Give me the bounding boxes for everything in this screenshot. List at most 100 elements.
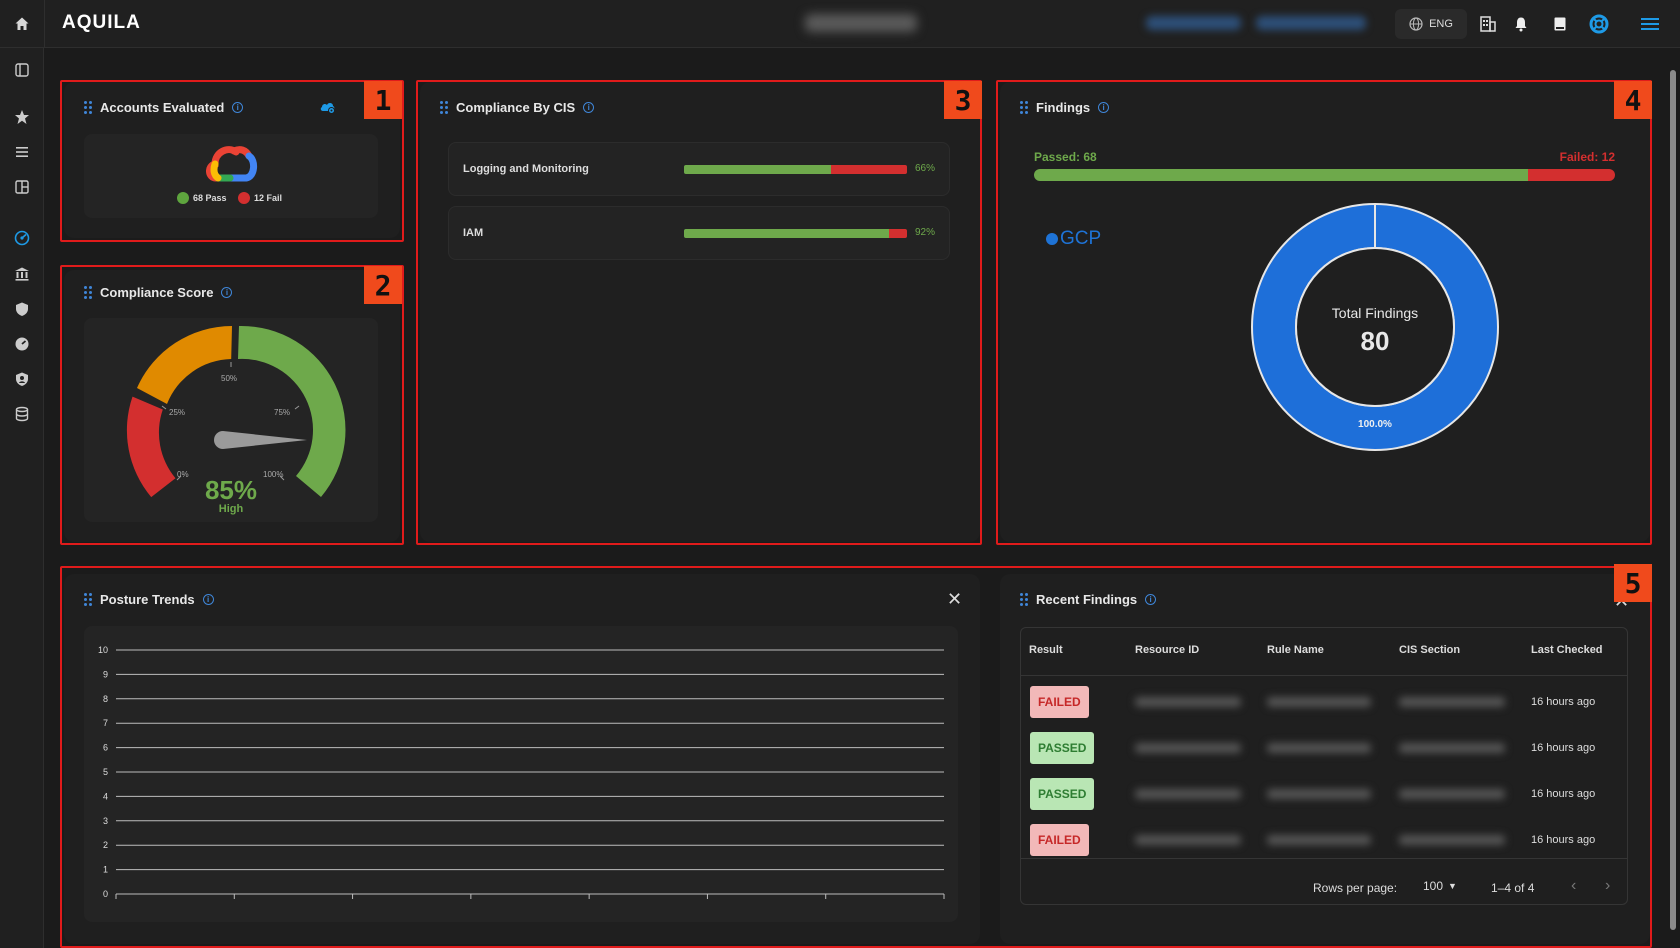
language-selector[interactable]: ENG xyxy=(1395,9,1467,39)
info-icon[interactable]: i xyxy=(1145,594,1157,605)
posture-trends-chart: 0 1 2 3 4 5 6 7 8 9 10 xyxy=(98,645,945,899)
drag-handle-icon[interactable] xyxy=(1020,101,1028,114)
book-icon[interactable] xyxy=(1550,14,1570,34)
compliance-by-cis-header: Compliance By CIS i xyxy=(440,100,595,115)
cis-row-label: IAM xyxy=(463,227,484,239)
support-icon[interactable] xyxy=(1589,14,1609,34)
top-bar: AQUILA ENG xyxy=(0,0,1680,48)
resource-id-cell xyxy=(1135,743,1241,753)
layout-icon[interactable] xyxy=(12,177,32,197)
menu-icon[interactable] xyxy=(1640,14,1660,34)
table-row[interactable]: PASSED 16 hours ago xyxy=(1021,725,1627,771)
info-icon[interactable]: i xyxy=(583,102,595,113)
posture-trends-title: Posture Trends xyxy=(100,592,195,607)
database-icon[interactable] xyxy=(12,404,32,424)
table-row[interactable]: FAILED 16 hours ago xyxy=(1021,817,1627,863)
findings-legend-gcp[interactable]: GCP xyxy=(1046,228,1101,250)
gauge-tick-25: 25% xyxy=(169,408,186,417)
gauge-tick-100: 100% xyxy=(263,470,284,479)
recent-findings-header: Recent Findings i xyxy=(1020,592,1157,607)
building-icon[interactable] xyxy=(1478,14,1498,34)
drag-handle-icon[interactable] xyxy=(84,286,92,299)
dashboard-gauge-icon[interactable] xyxy=(12,228,32,248)
y-tick-label: 8 xyxy=(103,694,108,704)
next-page-icon[interactable]: › xyxy=(1605,877,1611,894)
user-shield-icon[interactable] xyxy=(12,369,32,389)
cis-pass-fill xyxy=(684,229,890,238)
gauge-tick-50: 50% xyxy=(221,374,238,383)
column-header-rule-name[interactable]: Rule Name xyxy=(1267,644,1324,656)
info-icon[interactable]: i xyxy=(202,594,214,605)
compliance-score-level: High xyxy=(218,503,244,515)
bank-icon[interactable] xyxy=(12,264,32,284)
info-icon[interactable]: i xyxy=(221,287,233,298)
resource-id-cell xyxy=(1135,835,1241,845)
gauge-red-segment xyxy=(126,396,176,498)
fail-dot xyxy=(238,192,250,204)
google-cloud-logo xyxy=(206,140,258,187)
annotation-box xyxy=(60,566,1652,948)
info-icon[interactable]: i xyxy=(232,102,244,113)
bell-icon[interactable] xyxy=(1511,14,1531,34)
app-logo[interactable]: AQUILA xyxy=(62,12,141,33)
speedometer-icon[interactable] xyxy=(12,334,32,354)
scrollbar-thumb[interactable] xyxy=(1670,70,1676,930)
info-icon[interactable]: i xyxy=(1098,102,1110,113)
blurred-chip[interactable] xyxy=(1256,16,1366,30)
drag-handle-icon[interactable] xyxy=(440,101,448,114)
recent-findings-title: Recent Findings xyxy=(1036,592,1138,607)
last-checked-cell: 16 hours ago xyxy=(1531,696,1596,708)
cis-row[interactable]: IAM 92% xyxy=(448,206,950,260)
gcp-legend-dot xyxy=(1046,233,1058,245)
prev-page-icon[interactable]: ‹ xyxy=(1571,877,1577,894)
y-tick-label: 5 xyxy=(103,767,108,777)
gauge-green-segment xyxy=(238,325,346,497)
star-icon[interactable] xyxy=(12,107,32,127)
table-row[interactable]: FAILED 16 hours ago xyxy=(1021,679,1627,725)
column-header-result[interactable]: Result xyxy=(1029,644,1063,656)
rows-per-page-select[interactable]: 100 ▼ xyxy=(1423,879,1457,893)
column-header-cis-section[interactable]: CIS Section xyxy=(1399,644,1461,656)
rule-name-cell xyxy=(1267,743,1371,753)
donut-center-total: 80 xyxy=(1360,326,1390,356)
findings-donut-chart[interactable] xyxy=(1250,202,1500,452)
result-badge: FAILED xyxy=(1030,686,1089,718)
resource-id-cell xyxy=(1135,697,1241,707)
trends-chart-panel xyxy=(84,626,958,922)
table-row[interactable]: PASSED 16 hours ago xyxy=(1021,771,1627,817)
column-header-resource-id[interactable]: Resource ID xyxy=(1135,644,1200,656)
list-icon[interactable] xyxy=(12,142,32,162)
gauge-tick-0: 0% xyxy=(177,470,189,479)
donut-slice-label: 100.0% xyxy=(1358,419,1392,430)
column-header-last-checked[interactable]: Last Checked xyxy=(1531,644,1603,656)
cis-section-cell xyxy=(1399,743,1505,753)
result-badge: FAILED xyxy=(1030,824,1089,856)
pagination-range: 1–4 of 4 xyxy=(1491,881,1535,895)
drag-handle-icon[interactable] xyxy=(1020,593,1028,606)
compliance-score-header: Compliance Score i xyxy=(84,285,233,300)
findings-ratio-bar xyxy=(1034,169,1615,181)
annotation-badge: 4 xyxy=(1614,81,1652,119)
cis-section-cell xyxy=(1399,697,1505,707)
compliance-score-title: Compliance Score xyxy=(100,285,214,300)
cis-pass-fill xyxy=(684,165,832,174)
blurred-chip[interactable] xyxy=(1146,16,1241,30)
cis-section-cell xyxy=(1399,789,1505,799)
close-icon[interactable]: ✕ xyxy=(947,589,963,609)
home-icon[interactable] xyxy=(10,12,34,36)
shield-icon[interactable] xyxy=(12,299,32,319)
page-scrollbar[interactable] xyxy=(1668,56,1678,948)
cis-row-percent: 66% xyxy=(915,163,936,174)
accounts-evaluated-title: Accounts Evaluated xyxy=(100,100,225,115)
accounts-evaluated-header: Accounts Evaluated i xyxy=(84,100,244,115)
y-tick-label: 7 xyxy=(103,718,108,728)
cis-progress-bar xyxy=(684,229,907,238)
gauge-tick-75: 75% xyxy=(274,408,291,417)
cis-row[interactable]: Logging and Monitoring 66% xyxy=(448,142,950,196)
drag-handle-icon[interactable] xyxy=(84,593,92,606)
drag-handle-icon[interactable] xyxy=(84,101,92,114)
sidebar-toggle-icon[interactable] xyxy=(12,60,32,80)
cloud-settings-icon[interactable] xyxy=(319,99,337,120)
y-tick-label: 4 xyxy=(103,791,108,801)
cis-fail-fill xyxy=(831,165,907,174)
